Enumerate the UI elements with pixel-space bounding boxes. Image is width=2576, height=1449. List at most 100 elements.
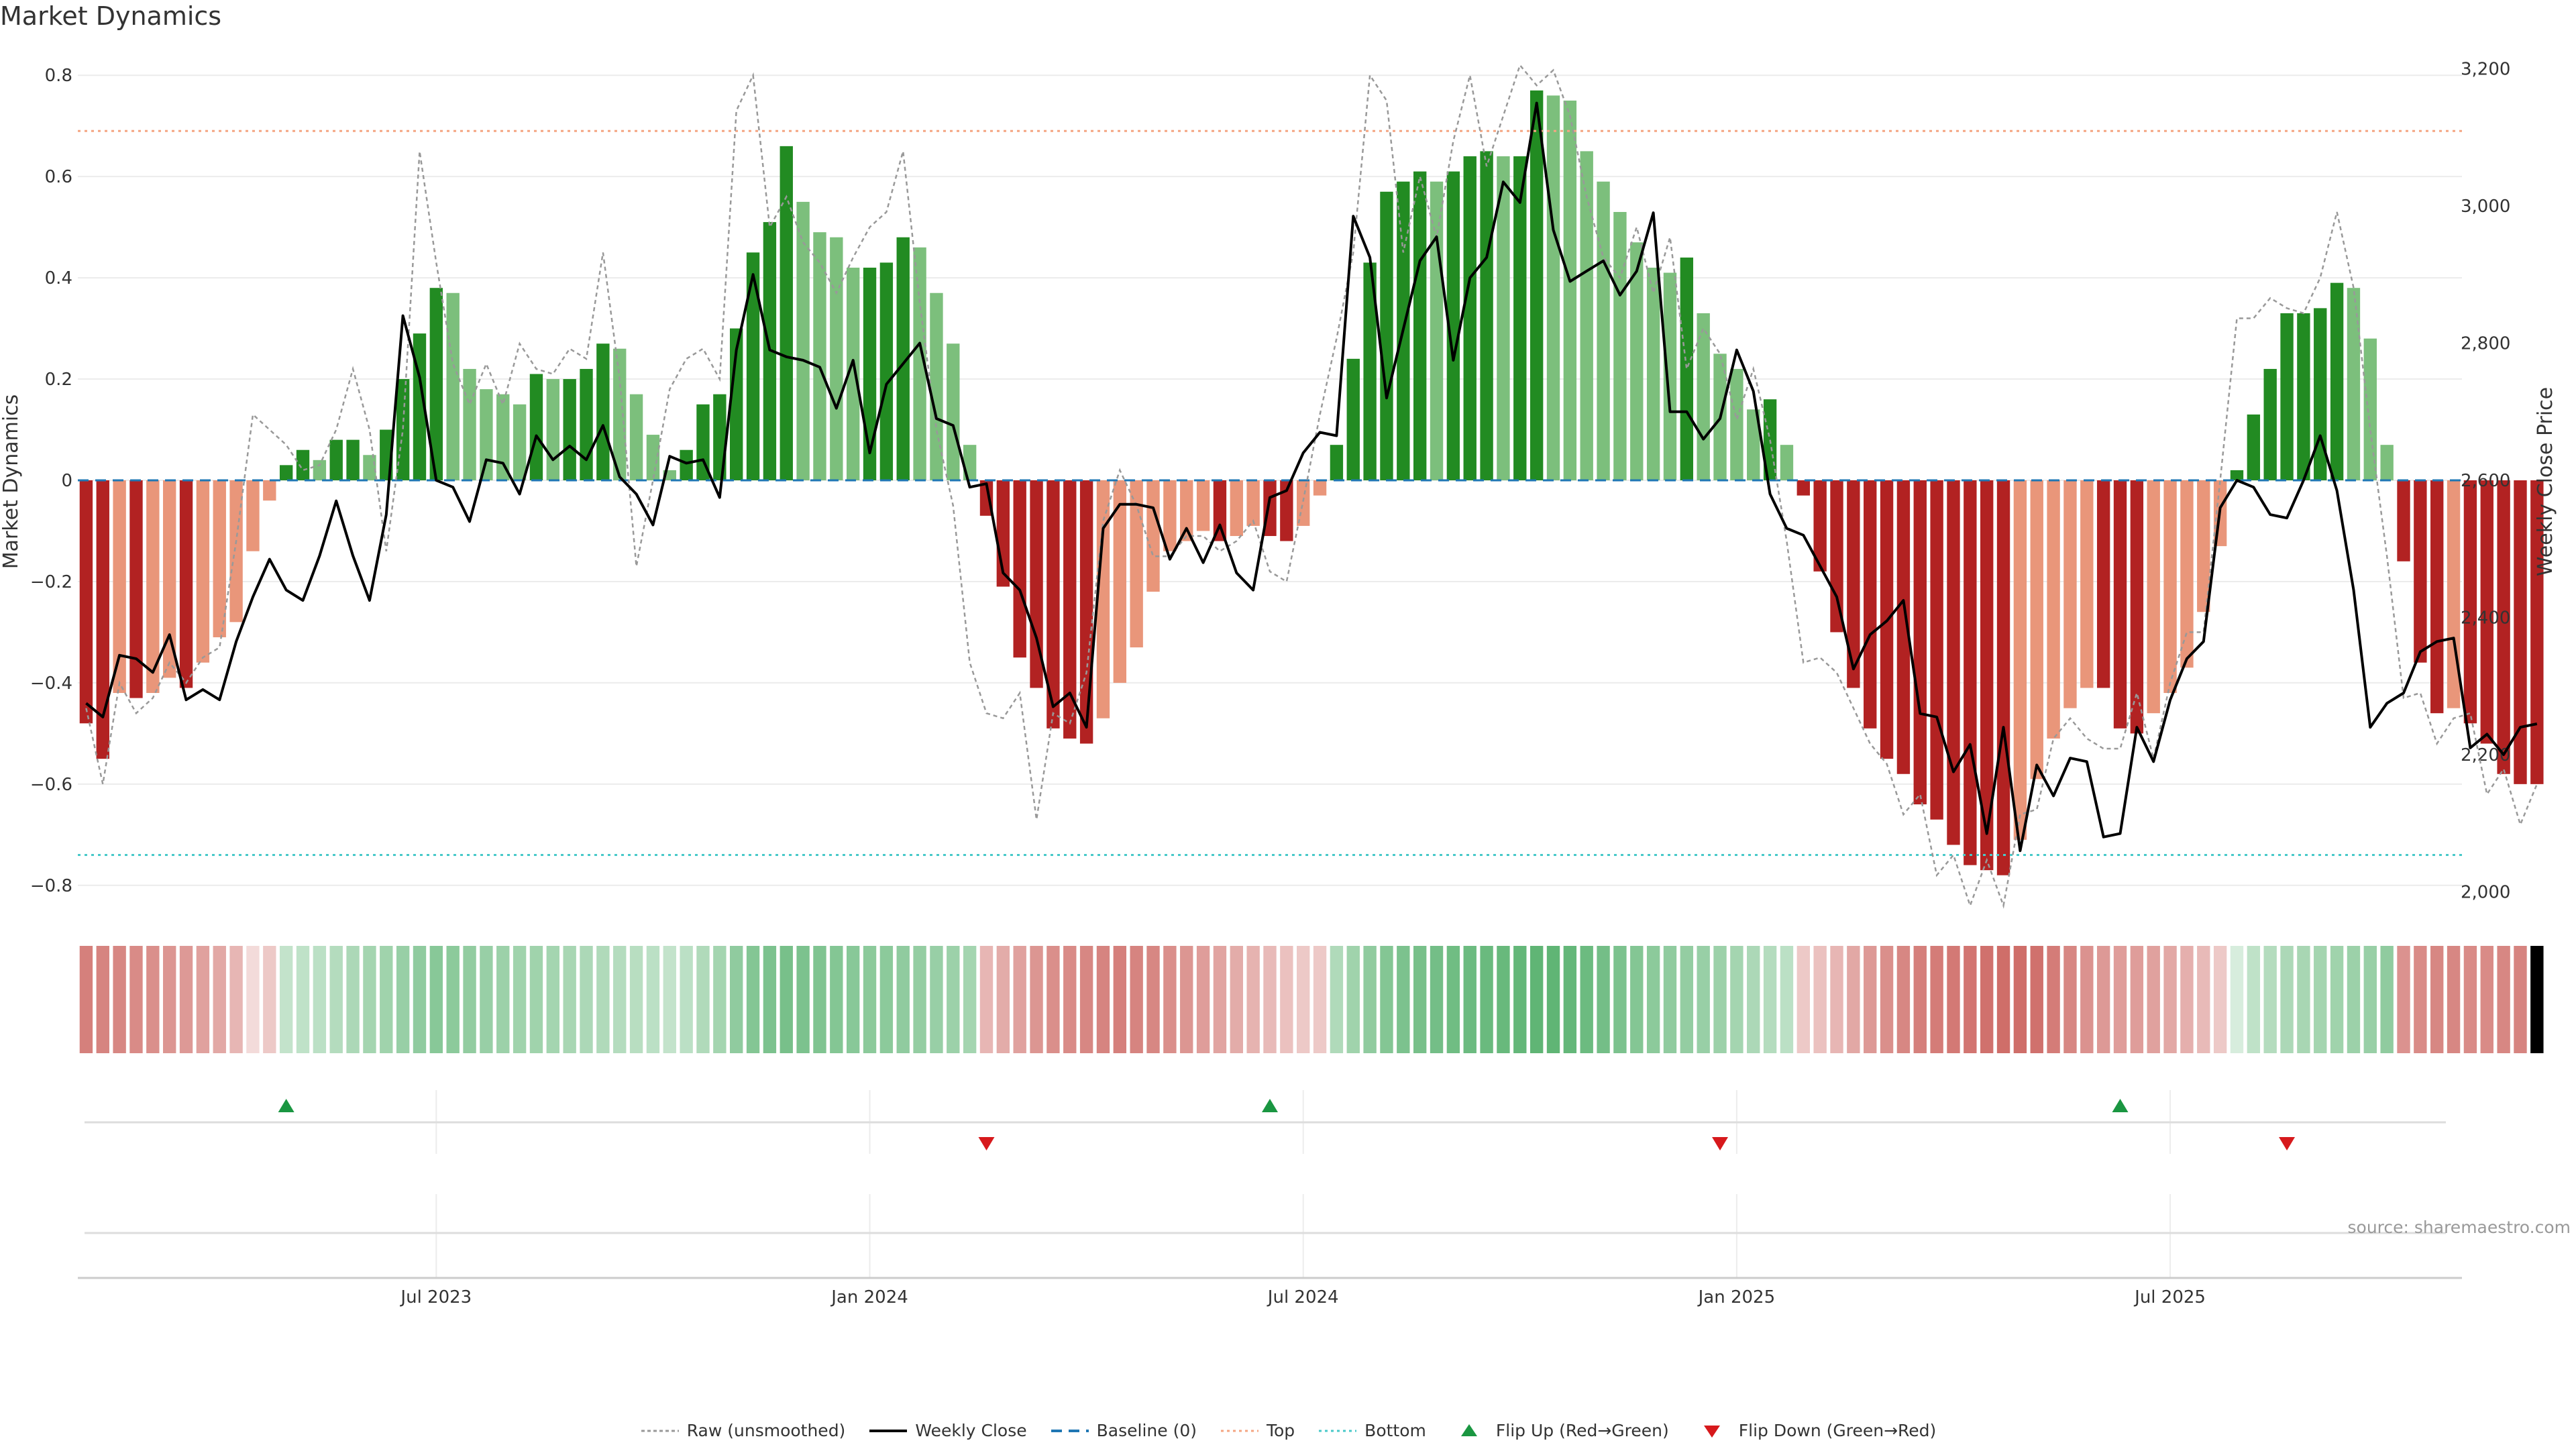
dynamics-bar bbox=[1013, 480, 1026, 658]
heat-cell bbox=[2163, 946, 2177, 1053]
legend-item-baseline: Baseline (0) bbox=[1050, 1421, 1197, 1440]
dynamics-bar bbox=[363, 455, 376, 480]
dynamics-bar bbox=[1680, 257, 1694, 480]
heat-cell bbox=[1263, 946, 1277, 1053]
heat-cell bbox=[1163, 946, 1177, 1053]
heat-cell bbox=[947, 946, 960, 1053]
y2-tick-label: 2,600 bbox=[2461, 471, 2510, 491]
heat-cell bbox=[680, 946, 693, 1053]
heat-cell bbox=[930, 946, 943, 1053]
heat-cell bbox=[1313, 946, 1327, 1053]
heat-cell bbox=[1046, 946, 1060, 1053]
dynamics-bar bbox=[2463, 480, 2477, 724]
dynamics-bar bbox=[1079, 480, 1093, 744]
heat-cell bbox=[2397, 946, 2410, 1053]
heat-cell bbox=[2347, 946, 2361, 1053]
heat-cell bbox=[1513, 946, 1527, 1053]
heat-cell bbox=[2463, 946, 2477, 1053]
flip-down-marker bbox=[978, 1137, 995, 1150]
heat-cell bbox=[1096, 946, 1110, 1053]
heat-cell bbox=[1930, 946, 1943, 1053]
dynamics-bar bbox=[79, 480, 93, 724]
dynamics-bar bbox=[1497, 156, 1510, 480]
heat-cell bbox=[1697, 946, 1710, 1053]
heat-cell bbox=[1747, 946, 1760, 1053]
heat-cell bbox=[2180, 946, 2194, 1053]
heat-cell bbox=[1413, 946, 1427, 1053]
dynamics-bar bbox=[2096, 480, 2110, 688]
x-tick-label: Jul 2023 bbox=[399, 1287, 472, 1307]
dynamics-bar bbox=[346, 439, 360, 480]
y2-tick-label: 2,000 bbox=[2461, 883, 2510, 903]
y-tick-label: −0.6 bbox=[30, 775, 72, 795]
left-axis-ticks: −0.8 −0.6 −0.4 −0.2 0 0.2 0.4 0.6 0.8 bbox=[30, 66, 72, 896]
heat-cell bbox=[2363, 946, 2377, 1053]
dynamics-bars bbox=[79, 90, 2544, 875]
legend-item-flip-down: Flip Down (Green→Red) bbox=[1692, 1421, 1936, 1440]
heat-cell bbox=[1713, 946, 1727, 1053]
heat-cell bbox=[1730, 946, 1743, 1053]
heat-cell bbox=[296, 946, 310, 1053]
right-axis-label: Weekly Close Price bbox=[2534, 387, 2557, 576]
heat-cell bbox=[1546, 946, 1560, 1053]
heat-cell bbox=[329, 946, 343, 1053]
legend-item-flip-up: Flip Up (Red→Green) bbox=[1449, 1421, 1669, 1440]
dynamics-bar bbox=[930, 292, 943, 480]
dynamics-bar bbox=[2247, 414, 2261, 480]
legend-symbol-flip-up bbox=[1449, 1424, 1489, 1438]
dynamics-bar bbox=[2480, 480, 2493, 744]
heat-cell bbox=[179, 946, 193, 1053]
heat-cell bbox=[279, 946, 293, 1053]
dynamics-bar bbox=[1130, 480, 1143, 648]
dynamics-bar bbox=[263, 480, 276, 501]
heat-cell bbox=[2314, 946, 2327, 1053]
heat-cell bbox=[1613, 946, 1627, 1053]
heat-cell bbox=[2047, 946, 2060, 1053]
dynamics-bar bbox=[2063, 480, 2077, 708]
y-tick-label: 0.6 bbox=[45, 167, 72, 187]
dynamics-bar bbox=[830, 237, 843, 480]
dynamics-bar bbox=[896, 237, 910, 480]
heat-cell bbox=[2147, 946, 2160, 1053]
dynamics-bar bbox=[279, 465, 293, 480]
dynamics-bar bbox=[2497, 480, 2510, 774]
heat-cell bbox=[1113, 946, 1127, 1053]
heat-cell bbox=[2230, 946, 2244, 1053]
dynamics-bar bbox=[2163, 480, 2177, 693]
heat-cell bbox=[1597, 946, 1610, 1053]
heat-cell bbox=[1847, 946, 1860, 1053]
dynamics-bar bbox=[580, 368, 593, 480]
heat-cell bbox=[713, 946, 727, 1053]
dynamics-bar bbox=[2047, 480, 2060, 739]
heat-cell bbox=[1497, 946, 1510, 1053]
heat-cell bbox=[1446, 946, 1460, 1053]
close-line bbox=[85, 101, 2538, 853]
dynamics-bar bbox=[2530, 480, 2544, 784]
dynamics-bar bbox=[680, 449, 693, 480]
heat-cell bbox=[1280, 946, 1293, 1053]
dynamics-bar bbox=[2514, 480, 2527, 784]
dynamics-bar bbox=[1230, 480, 1243, 537]
heat-cell bbox=[663, 946, 676, 1053]
heat-cell bbox=[229, 946, 243, 1053]
heat-cell bbox=[480, 946, 493, 1053]
heat-cell bbox=[380, 946, 393, 1053]
dynamics-bar bbox=[746, 252, 760, 480]
y2-tick-label: 3,200 bbox=[2461, 59, 2510, 79]
dynamics-bar bbox=[1297, 480, 1310, 526]
dynamics-bar bbox=[329, 439, 343, 480]
heat-cell bbox=[1013, 946, 1026, 1053]
dynamics-bar bbox=[1063, 480, 1077, 739]
dynamics-bar bbox=[1430, 181, 1444, 480]
dynamics-bar bbox=[513, 404, 527, 480]
dynamics-bar bbox=[1046, 480, 1060, 729]
dynamics-bar bbox=[2147, 480, 2160, 714]
flip-down-marker bbox=[2279, 1137, 2296, 1150]
dynamics-bar bbox=[129, 480, 143, 698]
dynamics-bar bbox=[1096, 480, 1110, 718]
dynamics-bar bbox=[2263, 368, 2277, 480]
dynamics-bar bbox=[1597, 181, 1610, 480]
dynamics-bar bbox=[96, 480, 109, 759]
dynamics-bar bbox=[646, 435, 660, 480]
legend-label: Top bbox=[1266, 1421, 1295, 1440]
